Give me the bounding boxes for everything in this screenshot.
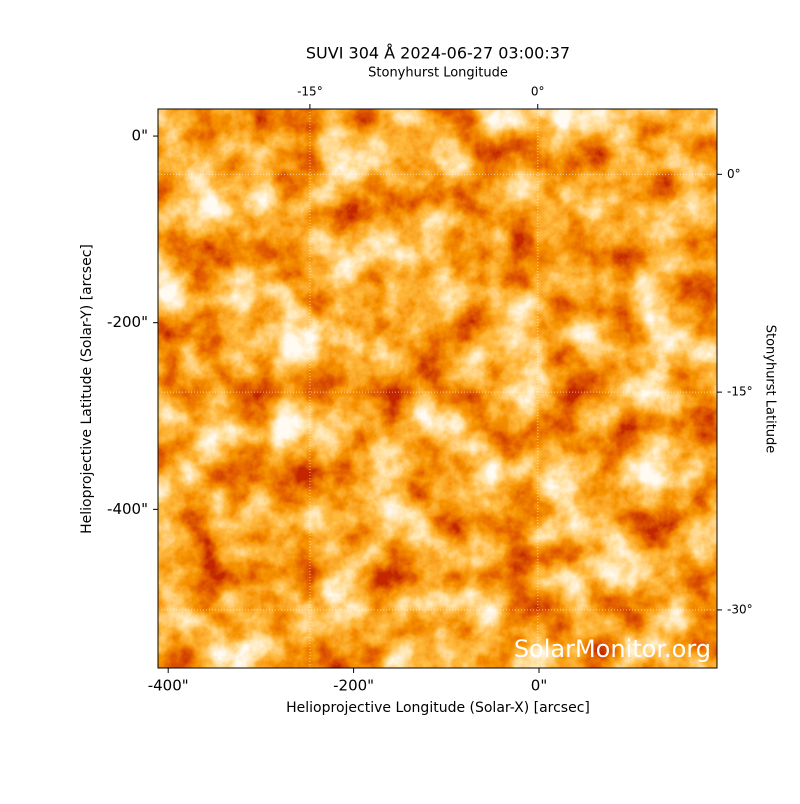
right-tick-label: -15°: [727, 385, 753, 399]
x-axis-label: Helioprojective Longitude (Solar-X) [arc…: [286, 700, 590, 716]
y-tick-label: -200": [107, 313, 148, 331]
y-tick-label: -400": [107, 500, 148, 518]
x-tick-label: 0": [531, 677, 547, 695]
top-tick-label: 0°: [531, 85, 545, 99]
solar-image: [158, 109, 717, 668]
right-axis-label: Stonyhurst Latitude: [763, 325, 778, 454]
y-tick-label: 0": [132, 127, 148, 145]
x-tick-label: -400": [148, 677, 189, 695]
x-tick-label: -200": [333, 677, 374, 695]
top-axis-label: Stonyhurst Longitude: [368, 66, 508, 81]
top-tick-label: -15°: [297, 85, 323, 99]
right-tick-label: -30°: [727, 602, 753, 616]
watermark: SolarMonitor.org: [514, 635, 711, 663]
plot-frame: [157, 108, 718, 669]
right-tick-label: 0°: [727, 167, 741, 181]
y-axis-label: Helioprojective Latitude (Solar-Y) [arcs…: [79, 244, 95, 534]
plot-area: [158, 109, 717, 668]
chart-title: SUVI 304 Å 2024-06-27 03:00:37: [306, 44, 570, 63]
